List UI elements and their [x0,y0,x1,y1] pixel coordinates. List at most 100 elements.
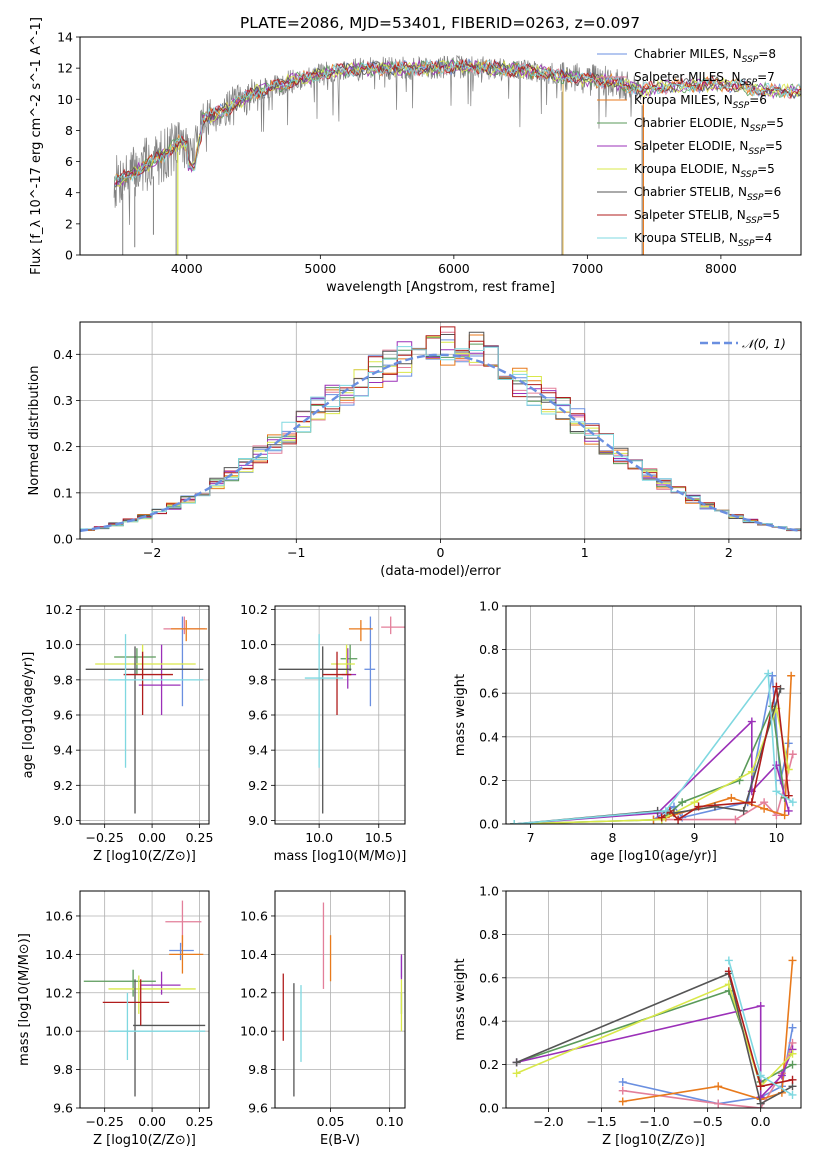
legend-label: Chabrier MILES, NSSP=8 [634,47,776,65]
y-tick-label: 10 [57,92,73,107]
legend-label-prefix: , N [733,116,750,130]
legend-label: Chabrier STELIB, NSSP=6 [634,185,781,203]
mass-weight-marker [678,798,687,807]
axes-frame [79,321,802,540]
mass-weight-marker [780,811,789,820]
model-spectrum-line [114,58,801,185]
legend-label-prefix: , N [724,162,741,176]
x-tick-label: 7 [527,830,535,845]
x-axis-label: E(B-V) [320,1133,360,1148]
x-tick-label: 0.00 [138,1114,166,1129]
legend-label-sub: SSP [746,216,763,226]
x-tick-label: 4000 [171,261,203,276]
plot-area [510,669,797,824]
y-tick-label: 9.2 [248,778,268,793]
legend-label-eq: = [762,208,772,222]
x-tick-label: −2.0 [533,1114,563,1129]
legend-label-count: 6 [759,93,767,107]
mass-weight-line [622,1042,794,1108]
y-tick-label: 0.6 [479,686,499,701]
y-tick-label: 10.2 [240,602,268,617]
legend-label-prefix: , N [724,70,741,84]
mass-weight-marker [777,1071,786,1080]
legend-label-name: Kroupa ELODIE [634,162,724,176]
x-tick-label: 0.25 [186,1114,214,1129]
y-tick-label: 10.0 [240,1024,268,1039]
legend-label-count: 5 [772,208,780,222]
legend-label-prefix: , N [730,185,747,199]
legend-label-name: Chabrier MILES [634,47,725,61]
y-tick-label: 6 [65,154,73,169]
legend-label-name: Chabrier STELIB [634,185,730,199]
y-tick-label: 0.0 [53,532,73,547]
y-axis-label: mass weight [453,674,468,756]
mass-weight-marker [747,798,756,807]
legend-label: Kroupa MILES, NSSP=6 [634,93,767,111]
y-tick-label: 9.6 [248,708,268,723]
mass-weight-marker [739,806,748,815]
legend-label-count: 5 [776,116,784,130]
y-tick-label: 10.4 [45,947,73,962]
mass-weight-line [516,972,793,1105]
x-tick-label: 0.00 [138,830,166,845]
legend-label-name: Kroupa STELIB [634,231,721,245]
legend-label: 𝒩(0, 1) [742,337,786,351]
mass-weight-marker [618,1077,627,1086]
mass-weight-marker [788,1023,797,1032]
x-tick-label: 0 [437,545,445,560]
mass-weight-marker [694,802,703,811]
mass-weight-marker [510,820,519,824]
legend-label-eq: = [754,231,764,245]
y-tick-label: 0.2 [479,1057,499,1072]
legend-label: Kroupa ELODIE, NSSP=5 [634,162,775,180]
y-tick-label: 10.0 [45,1024,73,1039]
y-tick-label: 9.0 [53,813,73,828]
legend-label-eq: = [764,185,774,199]
y-tick-label: 0 [65,248,73,263]
mass-weight-marker [756,1099,765,1108]
y-tick-label: 9.6 [248,1101,268,1116]
y-tick-label: 9.8 [248,672,268,687]
plot-area [113,54,801,255]
x-tick-label: 2 [725,545,733,560]
y-tick-label: 12 [57,61,73,76]
y-tick-label: 0.6 [479,970,499,985]
mass-weight-marker [772,682,781,691]
x-tick-label: −0.25 [86,1114,124,1129]
legend-label-count: 4 [764,231,772,245]
y-tick-label: 0.8 [479,927,499,942]
y-tick-label: 14 [57,30,73,45]
y-tick-label: 9.6 [53,708,73,723]
mass-weight-marker [788,1075,797,1084]
x-tick-label: −0.25 [86,830,124,845]
legend-label-eq: = [765,139,775,153]
x-axis-label: Z [log10(Z/Z⊙)] [93,849,196,864]
legend-label-eq: = [749,93,759,107]
y-tick-label: 10.4 [240,947,268,962]
mass-weight-marker [727,793,736,802]
y-axis-label: age [log10(age/yr)] [21,652,36,779]
legend-label-sub: SSP [750,124,767,134]
legend-label-count: 5 [767,162,775,176]
mass-weight-marker [772,787,781,796]
legend-label-sub: SSP [748,147,765,157]
mass-weight-marker [747,767,756,776]
model-spectrum-line [114,59,801,182]
y-tick-label: 9.4 [248,743,268,758]
x-tick-label: 10.5 [365,830,393,845]
x-tick-label: 0.10 [376,1114,404,1129]
y-tick-label: 0.2 [53,439,73,454]
mass-vs-ebv-panel: 0.05 0.10 9.6 9.8 10.0 10.2 10.4 10.6 E(B-V) [240,890,406,1148]
y-tick-label: 4 [65,185,73,200]
y-tick-label: 0.1 [53,485,73,500]
legend-label-prefix: , N [716,93,733,107]
legend-label-prefix: , N [732,139,749,153]
x-tick-label: 10 [768,830,784,845]
axes-frame [274,890,406,1109]
y-tick-label: 9.6 [53,1101,73,1116]
mass-weight-marker [690,798,699,807]
mass-weight-marker [788,1090,797,1099]
axes-frame [505,890,802,1109]
age-vs-metallicity-panel: −0.25 0.00 0.25 9.0 9.2 9.4 9.6 9.8 10.0 10.2 Z [l… [21,602,213,864]
